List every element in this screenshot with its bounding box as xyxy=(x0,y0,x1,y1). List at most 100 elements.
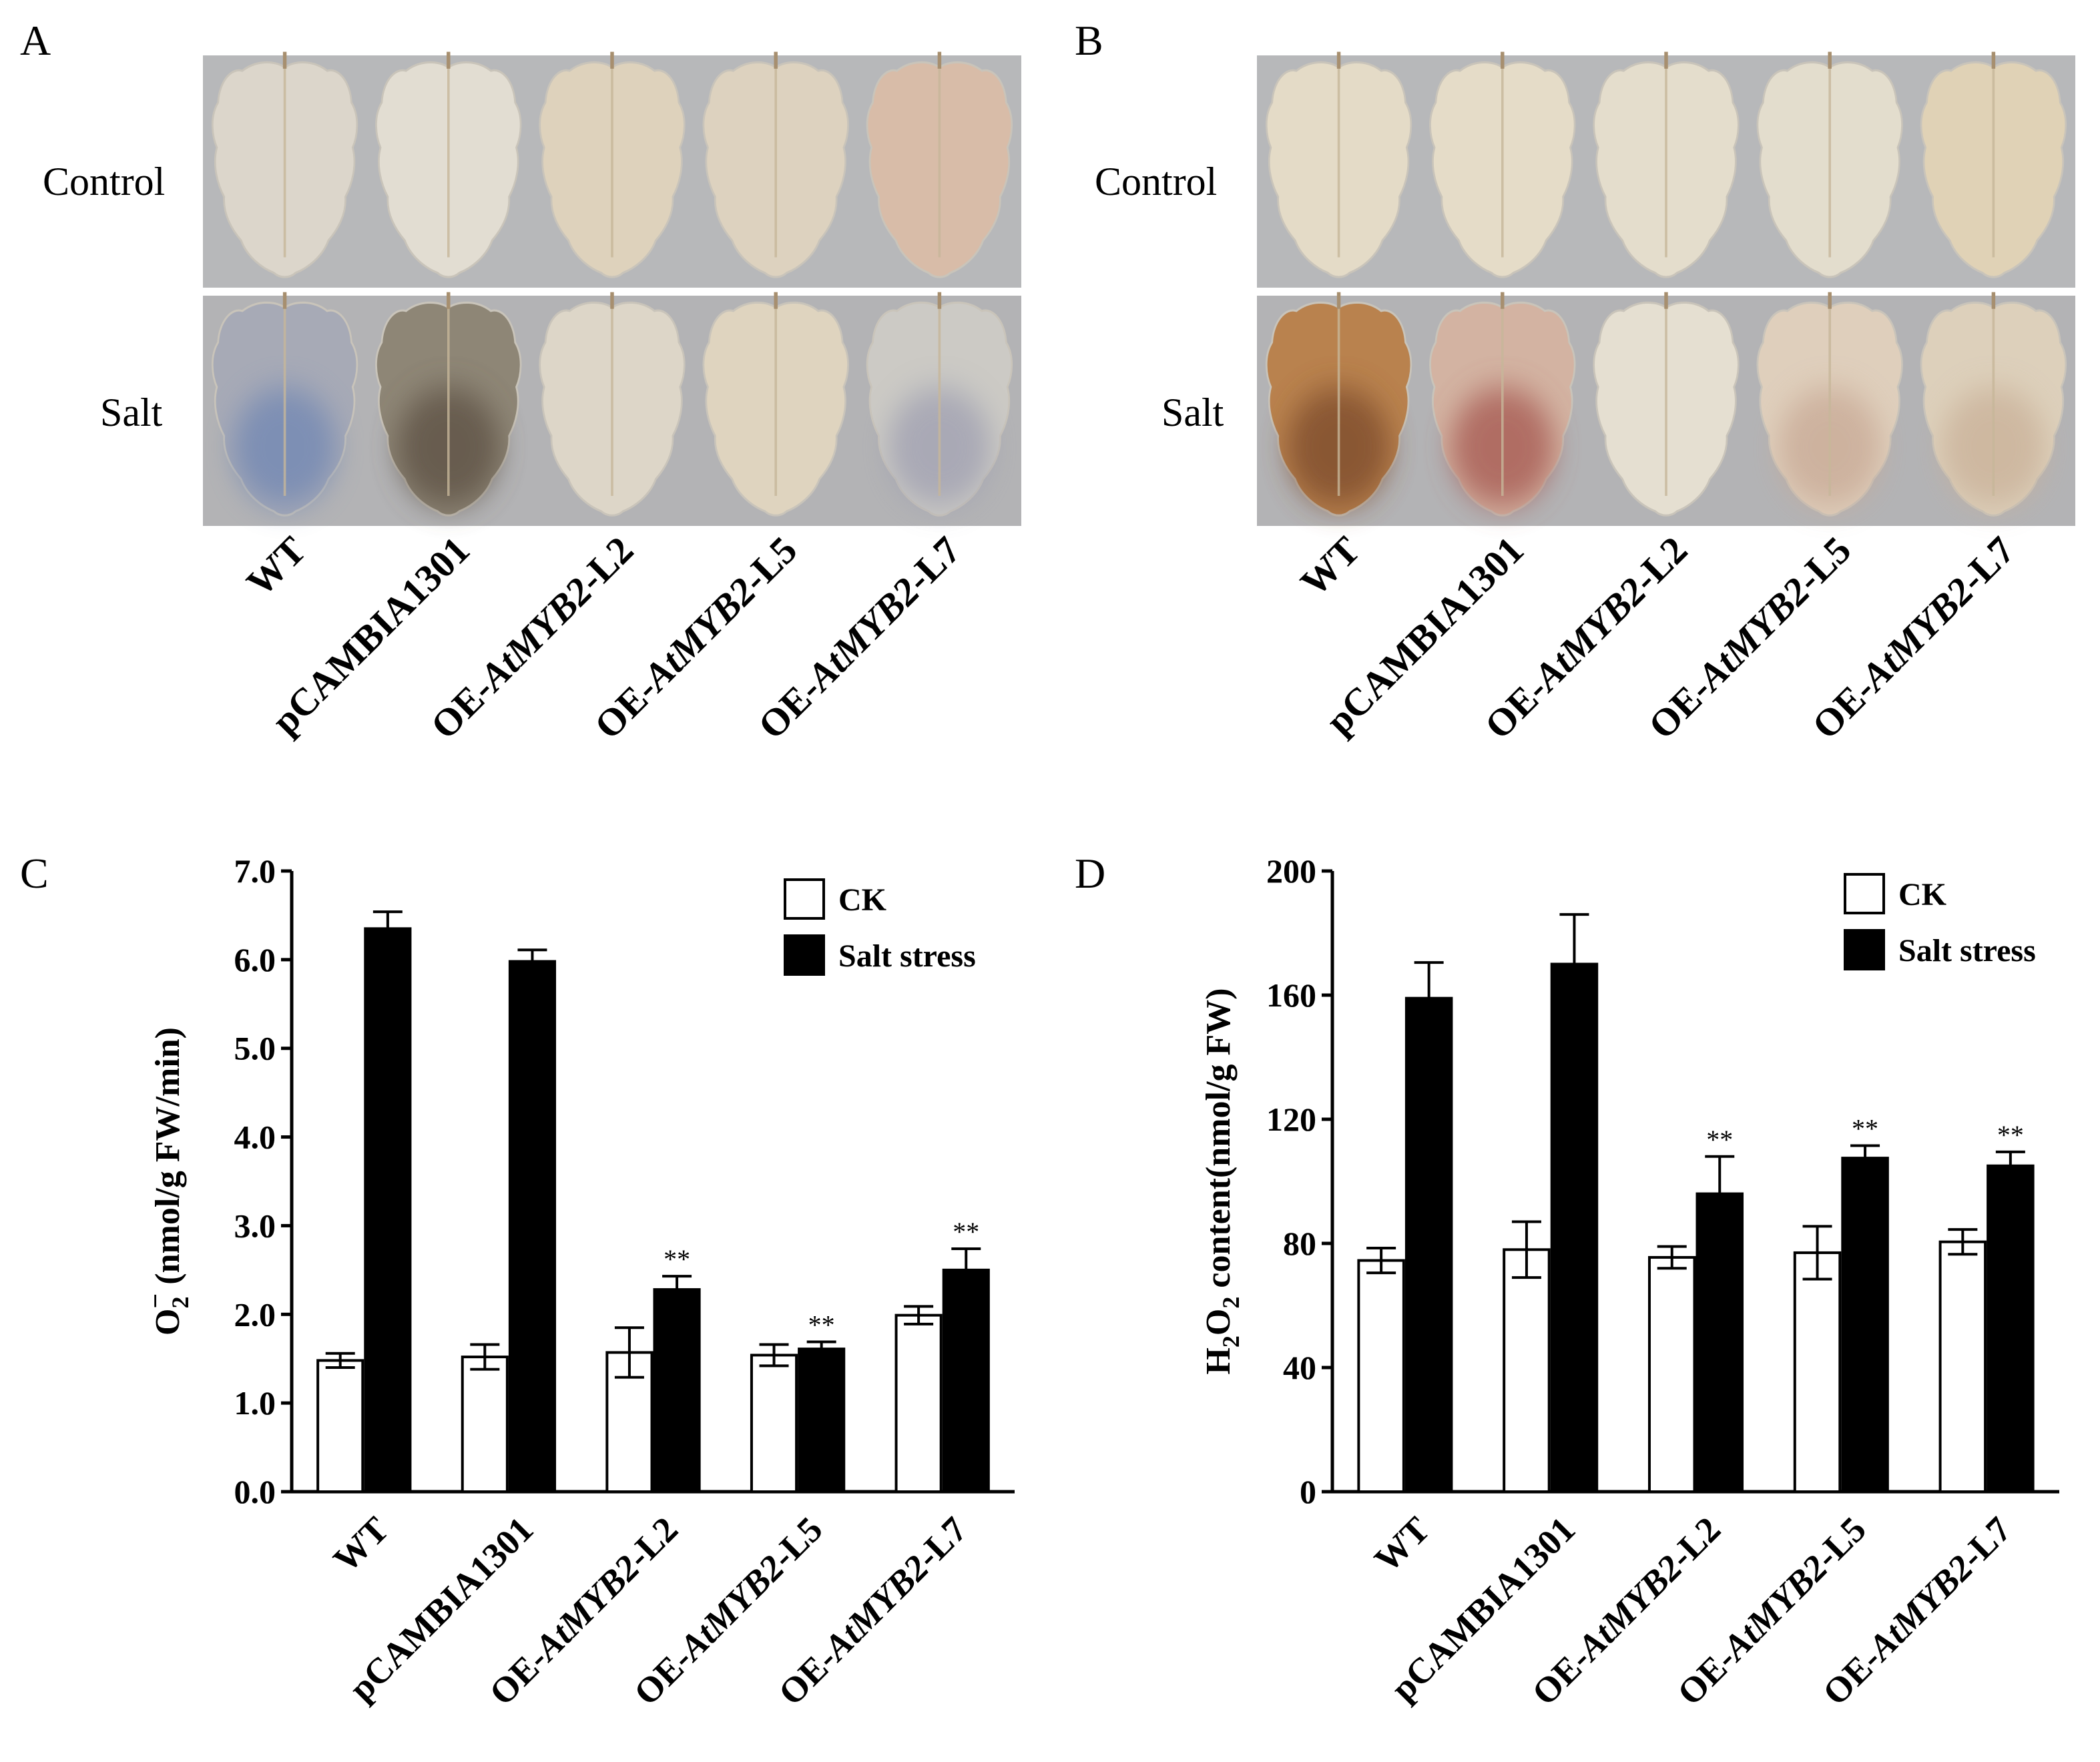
legend-label-salt: Salt stress xyxy=(838,938,976,974)
leaf-control-2 xyxy=(375,51,522,278)
bar-ck-5 xyxy=(1938,1240,1987,1494)
y-axis-label: H2O2 content(nmol/g FW) xyxy=(1200,988,1244,1374)
error-bar xyxy=(614,1326,644,1379)
bar-salt-1 xyxy=(1404,996,1453,1493)
significance-mark: ** xyxy=(1997,1120,2024,1150)
panel-b: B Control Salt WTpCAMBIA1301OE-AtMYB2-L2… xyxy=(1075,17,2075,748)
leaf-salt-2 xyxy=(375,292,522,517)
error-bar xyxy=(1511,1220,1541,1279)
x-tick-label-1: WT xyxy=(326,1509,397,1580)
error-bar xyxy=(470,1343,500,1371)
row-label-salt-b: Salt xyxy=(1161,390,1224,434)
error-bar xyxy=(662,1275,692,1290)
bar-salt-4 xyxy=(1841,1157,1889,1493)
leaf-control-5 xyxy=(866,51,1013,278)
error-bar xyxy=(325,1352,355,1369)
leaf-control-4 xyxy=(702,51,849,278)
bar-salt-5 xyxy=(1987,1164,2035,1493)
bar-ck-2 xyxy=(461,1356,509,1493)
bar-salt-2 xyxy=(508,960,557,1493)
leaf-control-4 xyxy=(1756,51,1903,278)
panel-a: A Control Salt WTpCAMBIA1301OE-AtMYB2-L2… xyxy=(20,17,1021,748)
panel-letter-c: C xyxy=(20,850,49,897)
panel-letter-b: B xyxy=(1075,17,1103,64)
y-tick-label: 160 xyxy=(1266,976,1316,1014)
legend-swatch-ck xyxy=(784,878,825,920)
chart-d: D 0 40 80 120 160 200 H2O2 content(nmol/g FW) W… xyxy=(1075,850,2059,1713)
significance-mark: ** xyxy=(664,1244,690,1274)
significance-mark: ** xyxy=(1706,1125,1733,1155)
y-tick-label: 3.0 xyxy=(234,1207,276,1244)
bar-ck-2 xyxy=(1503,1248,1551,1494)
error-bar xyxy=(517,948,547,962)
bar-salt-2 xyxy=(1550,962,1599,1493)
bar-ck-4 xyxy=(750,1354,798,1494)
y-tick-label: 80 xyxy=(1283,1225,1316,1262)
bar-ck-5 xyxy=(894,1313,943,1493)
significance-mark: ** xyxy=(1852,1114,1878,1144)
bar-salt-3 xyxy=(653,1288,701,1493)
legend-label-salt: Salt stress xyxy=(1898,933,2036,968)
legend-swatch-ck xyxy=(1844,873,1885,914)
bar-ck-3 xyxy=(1647,1255,1696,1494)
error-bar xyxy=(1948,1228,1978,1256)
legend-label-ck: CK xyxy=(838,882,886,918)
y-tick-label: 5.0 xyxy=(234,1030,276,1067)
error-bar xyxy=(1366,1246,1396,1275)
y-tick-label: 2.0 xyxy=(234,1295,276,1333)
leaf-control-2 xyxy=(1429,51,1576,278)
significance-mark: ** xyxy=(808,1309,835,1340)
x-tick-label-1: WT xyxy=(1366,1509,1437,1580)
error-bar xyxy=(1657,1245,1687,1270)
panel-letter-a: A xyxy=(20,17,51,64)
error-bar xyxy=(1414,961,1444,998)
y-tick-label: 40 xyxy=(1283,1349,1316,1386)
leaf-photo-b xyxy=(1257,51,2075,526)
error-bar xyxy=(904,1305,934,1326)
y-tick-label: 200 xyxy=(1266,852,1316,890)
y-tick-label: 4.0 xyxy=(234,1119,276,1156)
leaf-salt-3 xyxy=(539,292,686,517)
error-bar xyxy=(806,1340,836,1350)
leaf-control-3 xyxy=(1593,51,1740,278)
leaf-salt-1 xyxy=(211,292,358,517)
bar-salt-3 xyxy=(1695,1192,1744,1493)
leaf-salt-4 xyxy=(1756,292,1903,517)
bar-ck-1 xyxy=(316,1359,364,1494)
error-bar xyxy=(1850,1144,1880,1159)
y-axis-label: O2− (nmol/g FW/min) xyxy=(140,1027,194,1336)
leaf-control-1 xyxy=(1265,51,1412,278)
significance-mark: ** xyxy=(953,1217,979,1247)
line-labels-a: WTpCAMBIA1301OE-AtMYB2-L2OE-AtMYB2-L5OE-… xyxy=(238,528,969,748)
bar-salt-4 xyxy=(798,1348,846,1493)
error-bar xyxy=(1559,913,1589,964)
line-labels-b: WTpCAMBIA1301OE-AtMYB2-L2OE-AtMYB2-L5OE-… xyxy=(1292,528,2023,748)
leaf-control-5 xyxy=(1920,51,2067,278)
leaf-control-3 xyxy=(539,51,686,278)
leaf-salt-1 xyxy=(1265,292,1412,517)
legend-swatch-salt xyxy=(784,934,825,976)
bar-ck-4 xyxy=(1793,1251,1842,1493)
leaf-salt-5 xyxy=(866,292,1013,517)
leaf-salt-3 xyxy=(1593,292,1740,517)
y-tick-label: 0 xyxy=(1300,1473,1316,1510)
error-bar xyxy=(1705,1155,1735,1194)
row-label-salt-a: Salt xyxy=(100,390,163,434)
error-bar xyxy=(1995,1150,2025,1166)
chart-c: C 0.0 1.0 2.0 3.0 4.0 5.0 6.0 7.0 O2− (nmol/g FW… xyxy=(20,850,1015,1713)
error-bar xyxy=(951,1247,981,1270)
y-tick-label: 1.0 xyxy=(234,1384,276,1422)
bar-salt-1 xyxy=(364,927,412,1494)
y-tick-label: 0.0 xyxy=(234,1473,276,1510)
leaf-photo-a xyxy=(203,51,1021,526)
legend-label-ck: CK xyxy=(1898,877,1946,912)
bar-salt-5 xyxy=(942,1268,990,1494)
error-bar xyxy=(759,1343,789,1368)
row-label-control-b: Control xyxy=(1095,160,1217,204)
line-label-1: WT xyxy=(1292,528,1368,604)
leaf-salt-4 xyxy=(702,292,849,517)
y-tick-label: 7.0 xyxy=(234,852,276,890)
error-bar xyxy=(372,910,403,929)
leaf-salt-2 xyxy=(1429,292,1576,517)
